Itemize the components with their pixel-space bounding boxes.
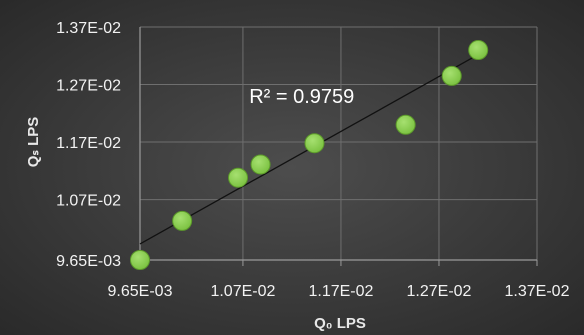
x-tick-labels: 9.65E-03 1.07E-02 1.17E-02 1.27E-02 1.37E-02 [108, 283, 570, 300]
data-point [250, 154, 271, 175]
data-point [441, 65, 462, 86]
x-axis-title: Q₀ LPS [314, 315, 366, 332]
x-tick-label: 1.27E-02 [407, 283, 472, 300]
y-tick-labels: 9.65E-03 1.07E-02 1.17E-02 1.27E-02 1.37E-02 [56, 20, 121, 270]
y-tick-label: 1.37E-02 [56, 20, 121, 37]
y-tick-label: 9.65E-03 [56, 253, 121, 270]
axes [139, 27, 538, 266]
y-tick-label: 1.27E-02 [56, 78, 121, 95]
x-tick-label: 1.07E-02 [210, 283, 275, 300]
data-point [304, 133, 325, 154]
data-point [395, 114, 416, 135]
data-point [468, 40, 489, 61]
points-layer [130, 40, 489, 270]
x-tick-label: 1.37E-02 [505, 283, 570, 300]
x-tick-label: 9.65E-03 [108, 283, 173, 300]
data-point [228, 167, 249, 188]
y-tick-label: 1.17E-02 [56, 135, 121, 152]
r-squared-annotation: R² = 0.9759 [249, 86, 354, 108]
y-tick-label: 1.07E-02 [56, 193, 121, 210]
data-point [172, 210, 193, 231]
y-axis-title: Qₛ LPS [25, 117, 42, 168]
x-tick-label: 1.17E-02 [308, 283, 373, 300]
data-point [130, 250, 150, 270]
